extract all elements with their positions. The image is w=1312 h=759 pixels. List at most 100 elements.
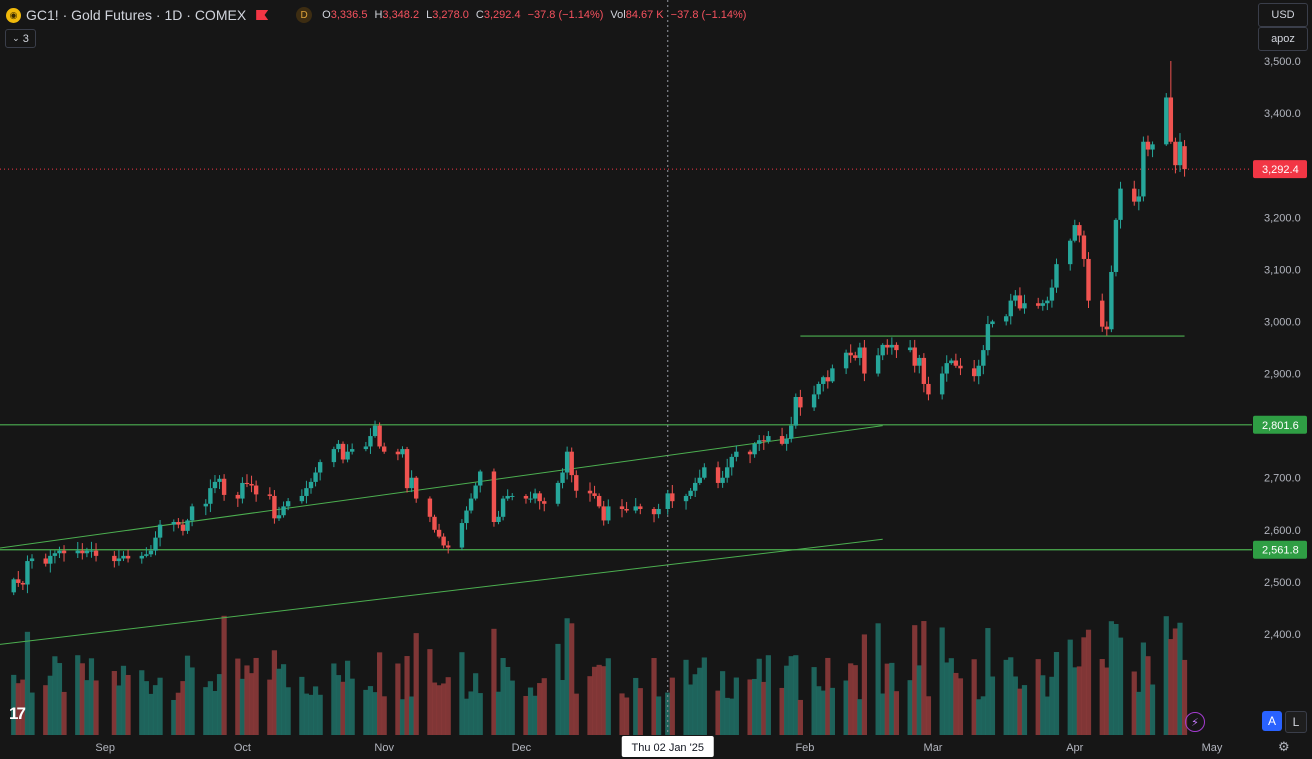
volume-bar [532, 695, 538, 735]
candle-body [89, 550, 94, 552]
candle-body [926, 383, 931, 395]
candle [1177, 133, 1183, 173]
candle-body [651, 508, 657, 515]
candle [1054, 258, 1059, 293]
candle-body [574, 475, 579, 491]
candle-body [944, 363, 949, 374]
y-tick-label: 3,500.0 [1264, 56, 1301, 68]
y-tick-label: 2,400.0 [1264, 629, 1301, 641]
candle-body [555, 482, 561, 504]
gear-icon[interactable]: ⚙ [1278, 739, 1290, 754]
volume-bar [377, 652, 383, 735]
auto-scale-button[interactable]: A [1262, 711, 1282, 731]
candle-body [363, 446, 369, 450]
lightning-icon[interactable]: ⚡ [1185, 712, 1205, 732]
candle [853, 351, 858, 361]
candle [981, 345, 986, 375]
flag-icon[interactable] [256, 10, 269, 20]
candle [1008, 293, 1013, 325]
low-value: L3,278.0 [426, 9, 469, 21]
symbol-title[interactable]: GC1! · Gold Futures · 1D · COMEX [26, 7, 247, 23]
tradingview-logo[interactable]: 17 [9, 704, 26, 723]
volume-bar [1035, 659, 1041, 735]
candle [25, 555, 30, 594]
candle-body [276, 515, 282, 519]
volume-bar [235, 658, 241, 735]
candle-body [20, 582, 26, 585]
volume-bar [180, 681, 186, 735]
candle [61, 545, 67, 562]
indicators-toggle-button[interactable]: ⌄ 3 [5, 29, 36, 48]
candle-body [491, 471, 497, 523]
candle [1003, 314, 1009, 326]
level-price-label: 2,561.8 [1262, 545, 1299, 557]
volume-bar [953, 672, 959, 735]
volume-bar [20, 679, 26, 735]
volume-bar [829, 687, 835, 735]
volume-bar [56, 663, 63, 735]
candle [153, 531, 158, 556]
candle [537, 491, 542, 510]
candle-body [185, 520, 190, 531]
candle [52, 550, 58, 564]
candle-body [592, 493, 597, 496]
volume-bar [303, 693, 310, 735]
candle [523, 494, 529, 504]
candle-body [1040, 303, 1045, 306]
candle [761, 435, 766, 450]
candle [830, 364, 835, 384]
candle-body [885, 344, 890, 348]
candle [313, 467, 318, 487]
candle-body [761, 440, 766, 442]
candle-body [125, 555, 131, 559]
candle [798, 389, 803, 416]
candle-body [830, 368, 835, 382]
candle [944, 355, 949, 382]
volume-bar [340, 681, 346, 735]
volume-bar [216, 674, 223, 735]
volume-bar [495, 691, 502, 735]
volume-bar [189, 667, 195, 735]
candle-body [560, 472, 565, 483]
candle [1077, 222, 1082, 243]
d-badge-icon[interactable]: D [296, 7, 313, 23]
volume-bar [43, 685, 49, 735]
candle [601, 500, 606, 526]
volume-bar [587, 676, 593, 735]
candle [651, 507, 657, 523]
candle [725, 458, 730, 483]
candle [587, 482, 593, 502]
volume-bar [317, 694, 323, 735]
candle-body [176, 522, 181, 525]
volume-bar [605, 658, 611, 735]
scale-mode-selector[interactable]: apoz [1258, 27, 1308, 51]
candle-body [203, 503, 209, 507]
candle-body [757, 440, 762, 444]
volume-bar [573, 693, 579, 735]
volume-bar [591, 666, 598, 735]
candle-body [725, 467, 730, 478]
candle [789, 416, 794, 443]
volume-bar [564, 618, 570, 735]
candle [1118, 181, 1123, 229]
volume-bar [1117, 637, 1124, 735]
volume-bar [537, 683, 543, 735]
candle-body [496, 516, 501, 523]
log-scale-button[interactable]: L [1285, 711, 1307, 733]
candle-body [377, 425, 382, 447]
volume-bar [1085, 629, 1092, 735]
last-price-badge [1253, 160, 1307, 179]
candle [816, 381, 821, 400]
volume-bar [120, 665, 127, 735]
candle [345, 444, 350, 463]
y-tick-label: 2,700.0 [1264, 473, 1301, 485]
volume-bar [779, 687, 785, 735]
volume-bar [139, 670, 145, 735]
candle-body [1045, 300, 1050, 304]
candle [404, 446, 410, 493]
candle [48, 549, 53, 573]
currency-selector[interactable]: USD [1258, 3, 1308, 27]
candle [368, 428, 373, 454]
candle-body [308, 481, 314, 489]
